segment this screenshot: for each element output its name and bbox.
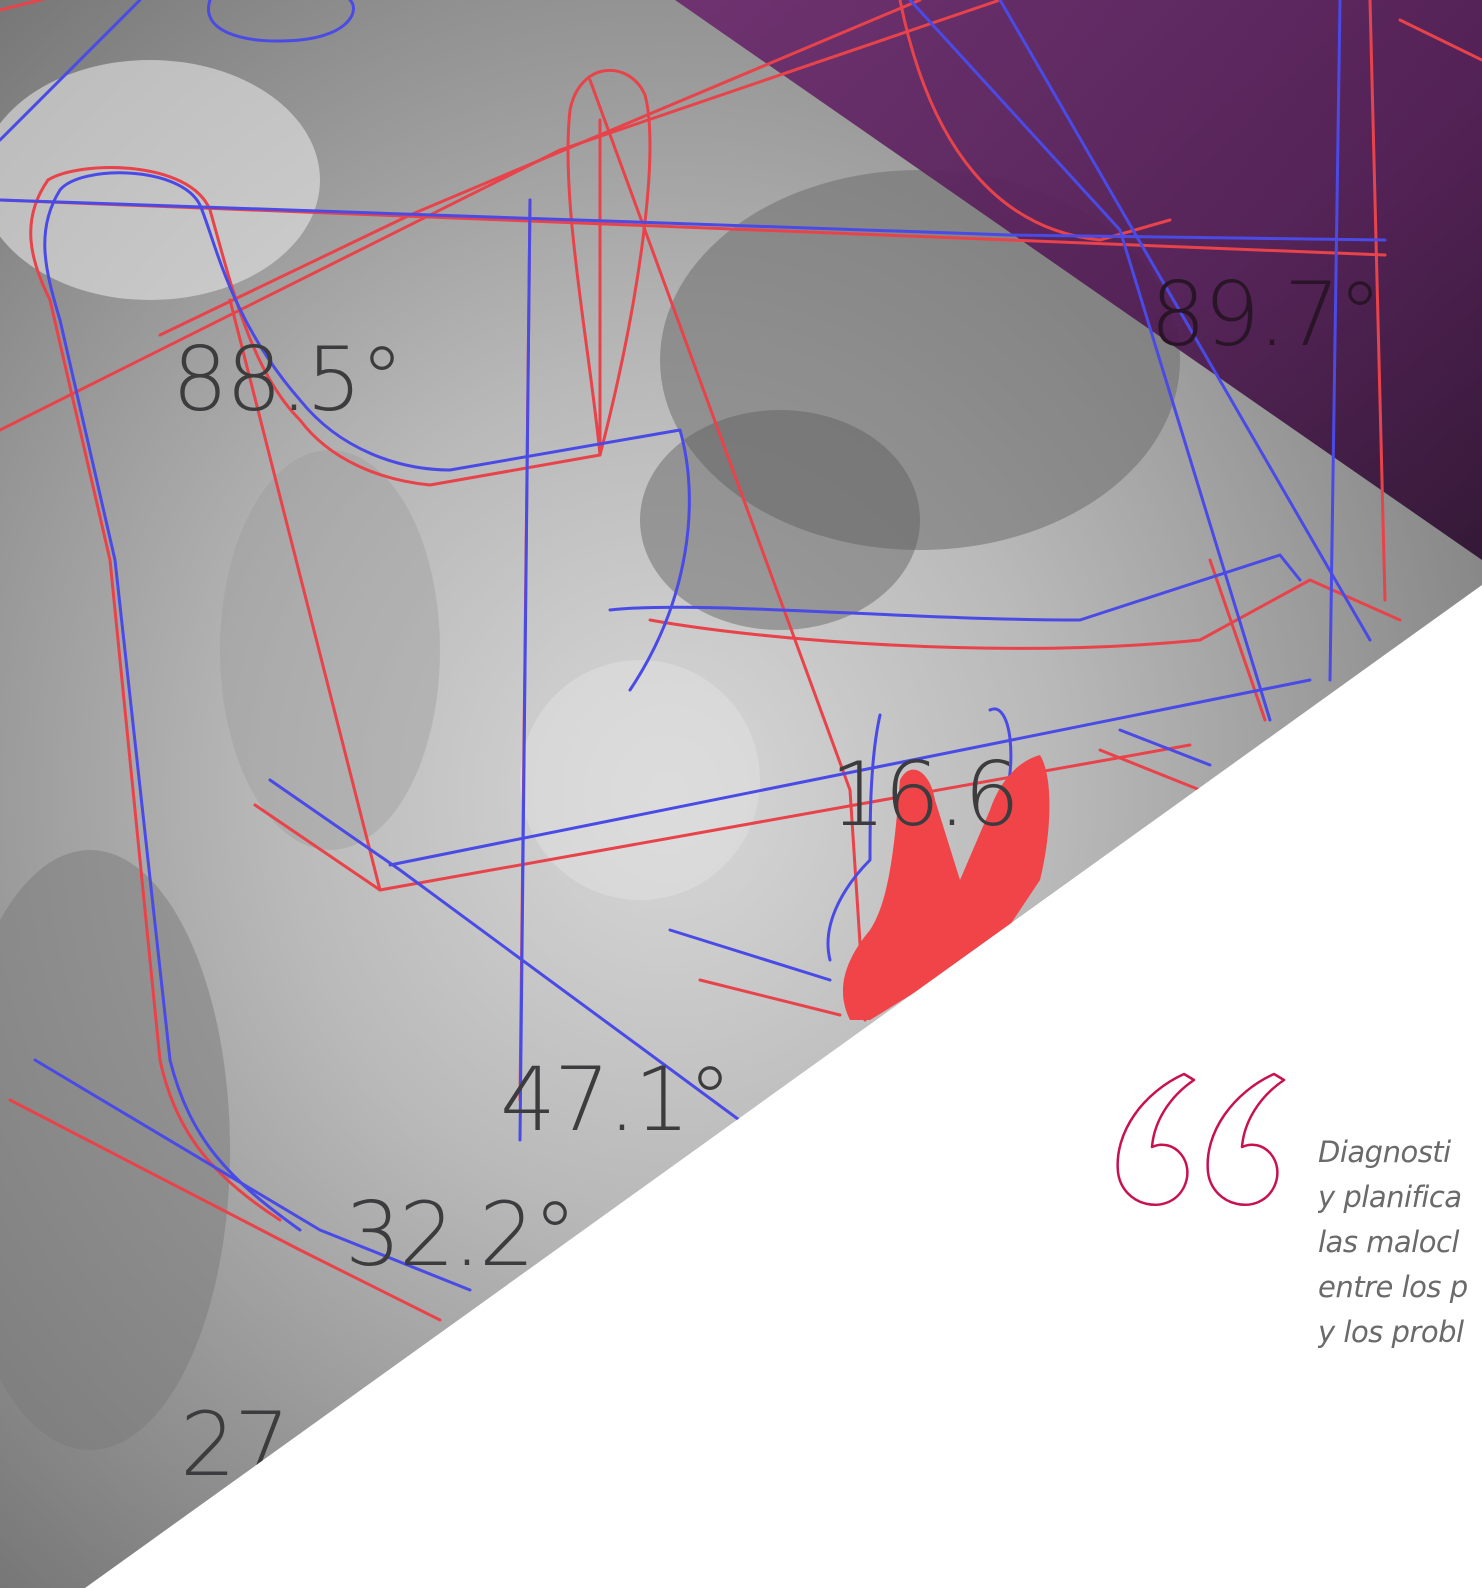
measurement-89-7: 89.7° xyxy=(1150,263,1380,366)
quote-line-3: las malocl xyxy=(1318,1225,1459,1259)
measurement-47-1: 47.1° xyxy=(500,1048,730,1151)
quote-line-4: entre los p xyxy=(1318,1270,1468,1304)
measurement-88-5: 88.5° xyxy=(172,328,402,431)
blue-tracing xyxy=(0,0,1387,1292)
purple-overlay xyxy=(675,0,1482,560)
red-tooth-shape xyxy=(842,755,1050,1020)
quote-line-1: Diagnosti xyxy=(1318,1135,1451,1169)
quote-text: Diagnosti y planifica las malocl entre l… xyxy=(1318,1130,1482,1355)
measurement-27: 27 xyxy=(180,1393,288,1496)
measurement-32-2: 32.2° xyxy=(345,1183,575,1286)
quote-line-5: y los probl xyxy=(1318,1315,1464,1349)
quote-line-2: y planifica xyxy=(1318,1180,1462,1214)
quote-open-icon xyxy=(1116,1072,1286,1206)
measurement-16-6: 16.6 xyxy=(830,743,1018,846)
